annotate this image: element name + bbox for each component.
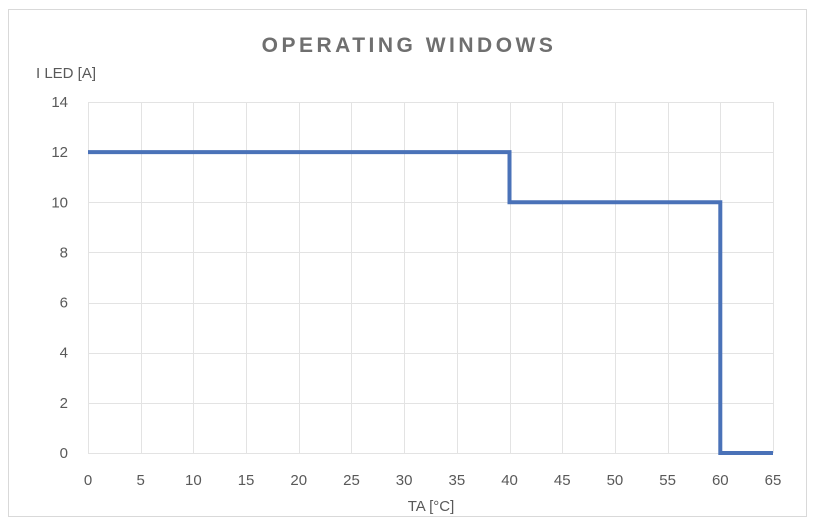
y-tick-label: 6 xyxy=(60,295,68,312)
x-tick-label: 20 xyxy=(290,472,307,489)
series-layer xyxy=(88,150,773,455)
x-tick-labels: 0 5 10 15 20 25 30 35 40 45 50 55 60 65 xyxy=(84,472,782,489)
y-axis-label: I LED [A] xyxy=(36,65,96,82)
y-tick-label: 2 xyxy=(60,395,68,412)
x-tick-label: 35 xyxy=(449,472,466,489)
x-tick-label: 60 xyxy=(712,472,729,489)
y-tick-label: 12 xyxy=(51,144,68,161)
x-tick-label: 50 xyxy=(607,472,624,489)
x-tick-label: 65 xyxy=(765,472,782,489)
x-axis-label: TA [°C] xyxy=(408,498,455,515)
y-tick-label: 8 xyxy=(60,244,68,261)
x-tick-label: 30 xyxy=(396,472,413,489)
x-tick-label: 0 xyxy=(84,472,92,489)
x-tick-label: 40 xyxy=(501,472,518,489)
grid-lines xyxy=(88,102,774,454)
y-tick-labels: 0 2 4 6 8 10 12 14 xyxy=(51,94,68,462)
x-tick-label: 25 xyxy=(343,472,360,489)
x-tick-label: 10 xyxy=(185,472,202,489)
y-tick-label: 0 xyxy=(60,445,68,462)
x-tick-label: 55 xyxy=(659,472,676,489)
x-tick-label: 15 xyxy=(238,472,255,489)
x-tick-label: 5 xyxy=(137,472,145,489)
chart-title: OPERATING WINDOWS xyxy=(262,34,557,57)
y-tick-label: 4 xyxy=(60,345,68,362)
series-line xyxy=(88,150,773,455)
x-tick-label: 45 xyxy=(554,472,571,489)
y-tick-label: 14 xyxy=(51,94,68,111)
y-tick-label: 10 xyxy=(51,194,68,211)
